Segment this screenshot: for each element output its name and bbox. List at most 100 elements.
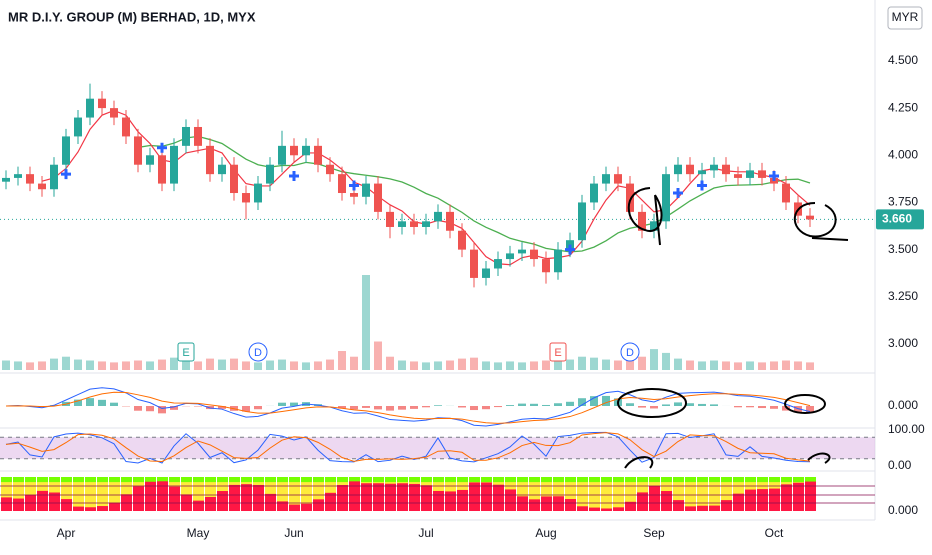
volume-bar: [38, 361, 46, 370]
x-tick-label: Jun: [284, 526, 303, 540]
volume-bar: [530, 361, 538, 370]
volume-bar: [710, 361, 718, 371]
volume-bar: [638, 357, 646, 370]
x-tick-label: May: [187, 526, 210, 540]
trend-red: [361, 483, 372, 511]
candle-body: [374, 184, 382, 212]
candle-body: [758, 170, 766, 178]
y-tick-label: 4.500: [888, 53, 918, 67]
candle-body: [410, 221, 418, 227]
volume-bar: [350, 357, 358, 370]
macd-hist: [362, 406, 370, 408]
candle-body: [698, 170, 706, 174]
x-tick-label: Aug: [535, 526, 556, 540]
volume-bar: [386, 357, 394, 370]
y-tick-label: 3.750: [888, 195, 918, 209]
trend-red: [757, 489, 768, 511]
volume-bar: [662, 353, 670, 370]
candle-body: [242, 193, 250, 202]
trend-red: [133, 486, 144, 511]
volume-bar: [506, 361, 514, 370]
trend-red: [289, 505, 300, 511]
candle-body: [542, 259, 550, 272]
macd-hist: [254, 406, 262, 409]
candle-body: [326, 165, 334, 174]
volume-bar: [314, 361, 322, 370]
macd-hist: [674, 402, 682, 406]
candle-body: [254, 184, 262, 203]
volume-bar: [614, 361, 622, 371]
candle-body: [2, 178, 10, 182]
macd-hist: [350, 406, 358, 409]
trend-red: [253, 485, 264, 511]
macd-hist: [146, 406, 154, 411]
x-tick-label: Sep: [643, 526, 665, 540]
candle-body: [446, 212, 454, 231]
macd-hist: [734, 406, 742, 407]
macd-hist: [626, 403, 634, 406]
volume-bar: [770, 361, 778, 370]
volume-bar: [218, 360, 226, 370]
candle-body: [458, 231, 466, 250]
volume-bar: [98, 361, 106, 370]
macd-hist: [398, 406, 406, 410]
trend-red: [73, 507, 84, 511]
macd-hist: [518, 404, 526, 406]
volume-bar: [446, 361, 454, 371]
candle-body: [626, 184, 634, 212]
macd-hist: [530, 404, 538, 406]
volume-bar: [254, 362, 262, 370]
macd-hist: [506, 405, 514, 406]
trend-red: [709, 506, 720, 511]
event-label: D: [626, 347, 634, 359]
volume-bar: [518, 362, 526, 370]
candle-body: [686, 165, 694, 174]
macd-hist: [494, 406, 502, 407]
candle-body: [782, 184, 790, 203]
volume-bar: [170, 358, 178, 370]
candle-body: [146, 155, 154, 164]
candle-body: [338, 174, 346, 193]
macd-hist: [602, 396, 610, 406]
trend-red: [325, 493, 336, 511]
candle-body: [722, 165, 730, 174]
candle-body: [398, 221, 406, 227]
volume-bar: [590, 358, 598, 370]
stoch-tick-label: 0.00: [888, 458, 912, 472]
trend-yellow: [601, 482, 612, 511]
volume-bar: [158, 360, 166, 370]
volume-bar: [242, 361, 250, 370]
trend-red: [685, 506, 696, 511]
trend-red: [613, 507, 624, 511]
trend-red: [553, 496, 564, 511]
volume-bar: [722, 361, 730, 370]
volume-bar: [14, 361, 22, 370]
trend-red: [241, 484, 252, 511]
volume-bar: [266, 361, 274, 371]
trend-red: [793, 483, 804, 511]
volume-bar: [566, 360, 574, 370]
candle-body: [278, 146, 286, 165]
volume-bar: [470, 358, 478, 370]
volume-bar: [806, 362, 814, 370]
macd-hist: [542, 405, 550, 406]
candle-body: [590, 184, 598, 203]
candle-body: [602, 174, 610, 183]
candle-body: [62, 136, 70, 164]
trend-red: [577, 506, 588, 511]
volume-bar: [74, 360, 82, 370]
macd-hist: [554, 403, 562, 406]
trend-red: [229, 485, 240, 511]
volume-bar: [26, 362, 34, 370]
trend-red: [493, 485, 504, 511]
volume-bar: [290, 361, 298, 370]
volume-bar: [650, 349, 658, 370]
trend-red: [505, 489, 516, 511]
candle-body: [734, 174, 742, 178]
x-tick-label: Oct: [765, 526, 784, 540]
volume-bar: [782, 361, 790, 371]
candle-body: [86, 99, 94, 118]
volume-bar: [362, 275, 370, 370]
trend-red: [37, 491, 48, 511]
y-tick-label: 4.250: [888, 100, 918, 114]
